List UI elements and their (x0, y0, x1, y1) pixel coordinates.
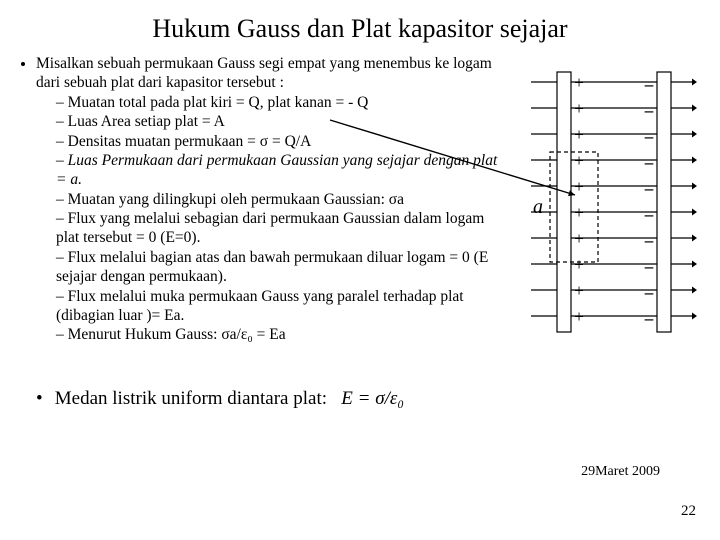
svg-text:+: + (574, 307, 584, 326)
sub-bullet: Muatan total pada plat kiri = Q, plat ka… (56, 93, 502, 112)
svg-text:_: _ (644, 69, 654, 88)
svg-text:_: _ (644, 303, 654, 322)
svg-text:+: + (574, 255, 584, 274)
svg-text:+: + (574, 229, 584, 248)
sub-bullet-list: Muatan total pada plat kiri = Q, plat ka… (36, 93, 502, 345)
svg-text:+: + (574, 73, 584, 92)
svg-text:+: + (574, 177, 584, 196)
intro-text: Misalkan sebuah permukaan Gauss segi emp… (36, 55, 492, 91)
text-column: Misalkan sebuah permukaan Gauss segi emp… (18, 52, 512, 382)
sub-bullet: Luas Permukaan dari permukaan Gaussian y… (56, 151, 502, 190)
svg-text:_: _ (644, 251, 654, 270)
svg-text:_: _ (644, 121, 654, 140)
capacitor-diagram: +_+_+_+_+_+_+_+_+_+_a (512, 52, 702, 382)
svg-text:_: _ (644, 173, 654, 192)
page-title: Hukum Gauss dan Plat kapasitor sejajar (0, 0, 720, 52)
page-number: 22 (681, 503, 696, 520)
svg-text:_: _ (644, 147, 654, 166)
svg-text:+: + (574, 203, 584, 222)
footer-equation: E = σ/ε₀ (341, 388, 404, 409)
sub-bullet: Flux melalui muka permukaan Gauss yang p… (56, 287, 502, 326)
svg-text:+: + (574, 281, 584, 300)
svg-text:_: _ (644, 95, 654, 114)
svg-text:_: _ (644, 199, 654, 218)
svg-text:_: _ (644, 277, 654, 296)
sub-bullet: Flux melalui bagian atas dan bawah permu… (56, 248, 502, 287)
svg-text:+: + (574, 125, 584, 144)
date-footer: 29Maret 2009 (581, 464, 660, 480)
sub-bullet: Flux yang melalui sebagian dari permukaa… (56, 209, 502, 248)
diagram-svg: +_+_+_+_+_+_+_+_+_+_a (512, 52, 702, 372)
sub-bullet: Menurut Hukum Gauss: σa/ε₀ = Ea (56, 325, 502, 344)
svg-text:a: a (533, 196, 543, 218)
sub-bullet: Densitas muatan permukaan = σ = Q/A (56, 132, 502, 151)
footer-prefix: Medan listrik uniform diantara plat: (55, 388, 327, 409)
sub-bullet: Muatan yang dilingkupi oleh permukaan Ga… (56, 190, 502, 209)
sub-bullet: Luas Area setiap plat = A (56, 112, 502, 131)
svg-text:+: + (574, 99, 584, 118)
svg-text:_: _ (644, 225, 654, 244)
intro-bullet: Misalkan sebuah permukaan Gauss segi emp… (36, 54, 502, 345)
footer-conclusion: • Medan listrik uniform diantara plat: E… (0, 382, 720, 410)
svg-text:+: + (574, 151, 584, 170)
content-row: Misalkan sebuah permukaan Gauss segi emp… (0, 52, 720, 382)
